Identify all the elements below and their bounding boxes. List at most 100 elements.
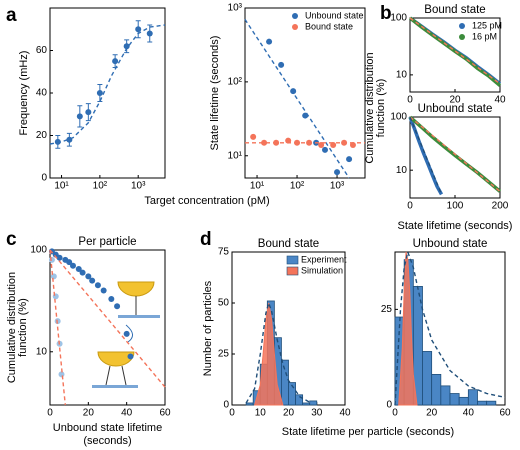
x-axis-label: (seconds) xyxy=(83,435,131,447)
y-tick-label: 10¹ xyxy=(228,150,243,161)
y-tick-label: 40 xyxy=(36,88,48,99)
point xyxy=(56,254,63,261)
histogram-bar xyxy=(467,389,478,406)
y-axis-label: function (%) xyxy=(375,79,387,138)
legend-label: Unbound state xyxy=(305,10,364,20)
point xyxy=(66,259,73,266)
legend-swatch xyxy=(286,255,299,265)
point xyxy=(127,353,134,360)
histogram-bar xyxy=(431,373,442,406)
legend-marker xyxy=(292,13,298,19)
histogram-bar xyxy=(281,359,289,406)
illustration xyxy=(92,281,160,388)
y-tick-label: 0 xyxy=(386,400,392,411)
x-tick-label: 100 xyxy=(447,201,464,212)
x-tick-label: 20 xyxy=(449,95,461,106)
histogram-bar xyxy=(458,396,469,406)
chart-title: Bound state xyxy=(258,238,319,250)
x-tick-label: 40 xyxy=(463,408,475,419)
point xyxy=(322,146,328,153)
x-tick-label: 60 xyxy=(159,408,171,419)
x-tick-label: 10² xyxy=(93,181,108,192)
point xyxy=(75,266,82,273)
fit-line xyxy=(394,249,506,406)
x-tick-label: 10 xyxy=(255,408,267,419)
y-tick-label: 50 xyxy=(218,298,230,309)
point xyxy=(334,169,341,176)
panel-label: d xyxy=(200,229,212,250)
legend-marker xyxy=(459,34,465,40)
point xyxy=(96,90,103,96)
fit-line xyxy=(409,17,501,85)
point xyxy=(85,109,92,116)
point xyxy=(70,262,76,269)
x-axis-label: Target concentration (pM) xyxy=(144,195,269,207)
plot-frame xyxy=(244,7,366,179)
y-axis-label: State lifetime (seconds) xyxy=(209,36,221,151)
x-tick-label: 10³ xyxy=(131,181,146,192)
chart-title: Unbound state xyxy=(418,103,493,115)
x-tick-label: 10¹ xyxy=(250,181,265,192)
legend-swatch xyxy=(286,266,299,276)
fit-line xyxy=(244,19,350,179)
histogram-bar xyxy=(309,400,318,406)
point xyxy=(79,269,86,276)
y-axis-label: Cumulative distribution xyxy=(364,52,376,163)
y-tick-label: 100 xyxy=(30,245,47,256)
legend-label: Bound state xyxy=(305,21,353,31)
legend-label: 16 pM xyxy=(472,31,497,41)
point xyxy=(123,43,130,50)
x-axis-label: Unbound state lifetime xyxy=(53,422,162,434)
y-axis-label: Number of particles xyxy=(202,280,214,376)
legend-label: 125 pM xyxy=(472,20,502,30)
simulation-area xyxy=(253,302,284,406)
point xyxy=(123,330,130,337)
point xyxy=(94,282,101,289)
point xyxy=(346,156,353,163)
x-tick-label: 0 xyxy=(229,408,235,419)
legend-marker xyxy=(292,24,298,30)
histogram-bar xyxy=(295,394,304,406)
x-tick-label: 30 xyxy=(311,408,323,419)
fit-line xyxy=(245,300,312,404)
y-tick-label: 20 xyxy=(36,130,48,141)
particle xyxy=(117,281,155,297)
x-tick-label: 0 xyxy=(407,201,413,212)
panel-label: c xyxy=(6,229,17,250)
x-axis-label: State lifetime per particle (seconds) xyxy=(282,426,454,438)
y-tick-label: 10 xyxy=(396,165,408,176)
y-tick-label: 25 xyxy=(218,349,230,360)
histogram-bar xyxy=(477,400,488,406)
x-axis-label: State lifetime (seconds) xyxy=(398,220,513,232)
histogram-bar xyxy=(422,351,433,406)
point xyxy=(261,139,268,146)
legend-label: Simulation xyxy=(301,265,343,275)
point xyxy=(76,113,83,120)
fit-line xyxy=(49,249,166,388)
histogram-bar xyxy=(302,402,311,406)
y-tick-label: 100 xyxy=(390,112,407,123)
point xyxy=(48,256,55,263)
histogram-bar xyxy=(440,385,451,406)
point xyxy=(290,88,297,95)
y-tick-label: 10 xyxy=(36,346,48,357)
x-tick-label: 40 xyxy=(339,408,351,419)
point xyxy=(89,277,96,284)
x-tick-label: 0 xyxy=(407,95,413,106)
chart-title: Unbound state xyxy=(413,238,488,250)
y-axis-label: Frequency (mHz) xyxy=(18,51,30,136)
y-axis-label: function (%) xyxy=(17,298,29,357)
point xyxy=(100,287,107,294)
chart-title: Per particle xyxy=(78,236,136,248)
point xyxy=(135,26,142,33)
surface xyxy=(118,315,160,318)
panel-label: b xyxy=(380,3,392,24)
x-tick-label: 0 xyxy=(392,408,398,419)
legend-label: Experiment xyxy=(301,254,347,264)
point xyxy=(52,293,59,300)
x-tick-label: 10³ xyxy=(330,181,345,192)
legend-marker xyxy=(459,23,465,29)
simulation-area xyxy=(398,251,418,406)
particle xyxy=(97,351,135,367)
